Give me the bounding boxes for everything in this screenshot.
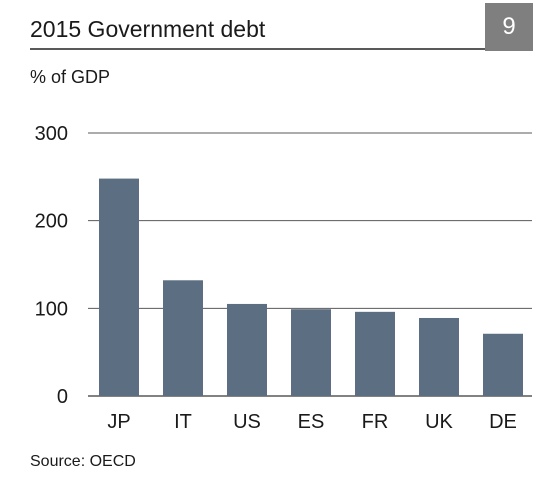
x-tick-label: ES <box>298 411 325 433</box>
x-tick-label: UK <box>425 411 453 433</box>
x-tick-labels: JP IT US ES FR UK DE <box>107 411 517 433</box>
bars <box>99 178 523 396</box>
x-tick-label: FR <box>362 411 389 433</box>
bar-es <box>291 309 331 396</box>
y-tick-labels: 0 100 200 300 <box>35 123 68 408</box>
x-tick-label: US <box>233 411 261 433</box>
x-tick-label: DE <box>489 411 517 433</box>
bar-it <box>163 280 203 396</box>
page-number-badge: 9 <box>485 3 533 51</box>
bar-fr <box>355 311 395 396</box>
bar-de <box>483 333 523 396</box>
bar-uk <box>419 317 459 396</box>
y-tick-label: 0 <box>57 386 68 408</box>
bar-us <box>227 303 267 396</box>
y-axis-unit-label: % of GDP <box>30 67 111 87</box>
y-tick-label: 300 <box>35 123 68 145</box>
x-tick-label: IT <box>174 411 192 433</box>
title-divider <box>30 48 485 50</box>
chart-title: 2015 Government debt <box>30 16 266 42</box>
bar-jp <box>99 178 139 396</box>
x-tick-label: JP <box>107 411 130 433</box>
y-tick-label: 100 <box>35 298 68 320</box>
y-tick-label: 200 <box>35 211 68 233</box>
source-note: Source: OECD <box>30 453 136 470</box>
